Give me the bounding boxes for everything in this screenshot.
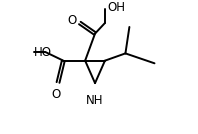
Text: HO: HO (34, 46, 52, 59)
Text: OH: OH (108, 1, 126, 14)
Text: O: O (51, 88, 61, 101)
Text: NH: NH (86, 94, 104, 107)
Text: O: O (67, 14, 77, 27)
